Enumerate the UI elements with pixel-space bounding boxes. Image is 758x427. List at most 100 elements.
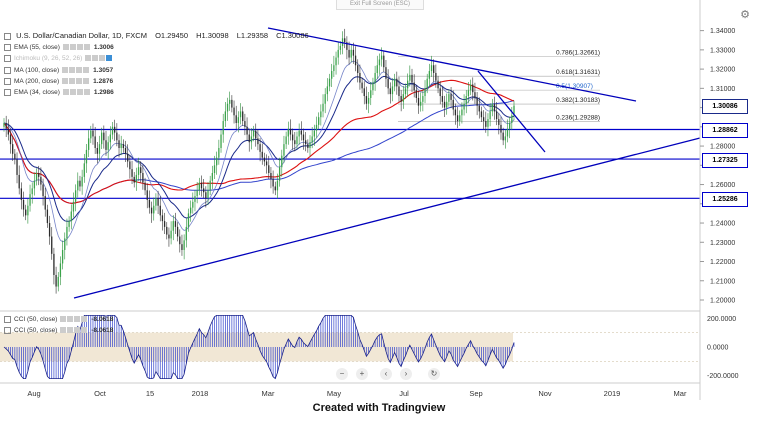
- candle-body: [250, 136, 253, 143]
- candle-body: [159, 205, 161, 216]
- cci-legend-1[interactable]: CCI (50, close) -8.0618: [4, 315, 113, 325]
- candle-body: [92, 130, 94, 137]
- candle-body: [324, 94, 326, 104]
- candle-body: [331, 71, 333, 79]
- candle-body: [504, 136, 506, 141]
- candle-body: [467, 90, 470, 97]
- candle-body: [120, 144, 122, 148]
- candle-body: [268, 165, 270, 174]
- candle-body: [48, 223, 51, 237]
- candle-body: [259, 144, 261, 152]
- exit-fullscreen-button[interactable]: Exit Full Screen (ESC): [336, 0, 424, 10]
- descending-trendline[interactable]: [267, 27, 637, 102]
- candle-body: [96, 147, 98, 154]
- ascending-trendline[interactable]: [73, 137, 701, 299]
- candle-body: [391, 86, 394, 95]
- candle-body: [124, 147, 127, 154]
- candle-body: [185, 226, 187, 241]
- candle-body: [502, 132, 504, 141]
- candle-body: [94, 136, 96, 148]
- indicator-legend-ichimoku[interactable]: Ichimoku (9, 26, 52, 26): [4, 54, 116, 64]
- candle-body: [320, 111, 322, 118]
- candle-body: [87, 138, 90, 150]
- candle-body: [411, 74, 413, 83]
- candle-body: [318, 117, 320, 125]
- candle-body: [493, 103, 496, 112]
- candle-body: [196, 190, 198, 197]
- candle-body: [376, 65, 378, 73]
- candle-body: [407, 80, 409, 89]
- fib-level-label: 0.382(1.30183): [556, 97, 600, 104]
- candle-body: [53, 253, 55, 275]
- candle-body: [64, 238, 66, 250]
- candle-body: [487, 119, 489, 127]
- price-tick-label: 1.31000: [710, 86, 735, 93]
- candle-body: [380, 55, 383, 60]
- fib-level-label: 0.786(1.32661): [556, 49, 600, 56]
- candle-body: [7, 128, 9, 135]
- candle-body: [413, 82, 415, 91]
- candle-body: [20, 188, 23, 200]
- collapse-icon[interactable]: [4, 32, 11, 40]
- price-level-label: 1.28862: [702, 122, 748, 138]
- candle-body: [339, 46, 342, 50]
- candle-body: [372, 82, 374, 91]
- indicator-legend-ema55[interactable]: EMA (55, close) 1.3006: [4, 43, 114, 53]
- candle-body: [38, 173, 40, 177]
- symbol-header: U.S. Dollar/Canadian Dollar, 1D, FXCM O1…: [4, 31, 309, 40]
- candle-body: [205, 192, 207, 199]
- price-level-label: 1.27325: [702, 152, 748, 168]
- candle-body: [500, 124, 502, 133]
- candle-body: [461, 109, 463, 116]
- candle-body: [244, 121, 246, 127]
- time-tick-label: 15: [146, 389, 154, 398]
- candle-body: [150, 207, 153, 214]
- candle-body: [469, 84, 472, 91]
- indicator-legend-ma100[interactable]: MA (100, close) 1.3057: [4, 66, 113, 76]
- indicator-legend-ema34[interactable]: EMA (34, close) 1.2986: [4, 88, 114, 98]
- candle-body: [474, 92, 476, 98]
- candle-body: [168, 234, 170, 239]
- candle-body: [27, 205, 29, 216]
- candle-body: [452, 99, 454, 110]
- candle-body: [213, 165, 216, 174]
- gear-icon[interactable]: ⚙: [740, 9, 750, 21]
- candle-body: [140, 167, 142, 174]
- candle-body: [133, 176, 135, 183]
- candle-body: [441, 96, 444, 102]
- indicator-legend-ma200[interactable]: MA (200, close) 1.2876: [4, 77, 113, 87]
- candle-body: [489, 111, 491, 120]
- zoom-in-button[interactable]: +: [356, 368, 368, 380]
- candle-body: [170, 230, 172, 239]
- cci-legend-2[interactable]: CCI (50, close) -8.0618: [4, 326, 113, 336]
- candle-body: [42, 184, 44, 197]
- candle-body: [498, 119, 500, 125]
- candle-body: [179, 236, 181, 245]
- candle-body: [161, 215, 164, 222]
- candle-body: [51, 236, 53, 254]
- candle-body: [211, 173, 213, 181]
- candle-body: [400, 96, 402, 102]
- candle-body: [3, 122, 5, 127]
- reset-chart-button[interactable]: ↻: [428, 368, 440, 380]
- candle-body: [506, 128, 509, 137]
- candle-body: [263, 157, 266, 162]
- candle-body: [46, 209, 49, 224]
- candle-body: [66, 226, 68, 239]
- time-tick-label: 2018: [192, 389, 209, 398]
- candle-body: [337, 49, 339, 58]
- candle-body: [270, 173, 272, 179]
- candle-body: [294, 140, 296, 145]
- candle-body: [285, 136, 287, 145]
- scroll-right-button[interactable]: ›: [400, 368, 412, 380]
- ema34-line: [3, 60, 515, 243]
- candle-body: [361, 82, 363, 89]
- price-tick-label: 1.32000: [710, 67, 735, 74]
- candle-body: [5, 122, 7, 129]
- candle-body: [435, 72, 437, 81]
- time-tick-label: 2019: [604, 389, 621, 398]
- zoom-out-button[interactable]: −: [336, 368, 348, 380]
- short-descending-trendline[interactable]: [477, 70, 546, 153]
- scroll-left-button[interactable]: ‹: [380, 368, 392, 380]
